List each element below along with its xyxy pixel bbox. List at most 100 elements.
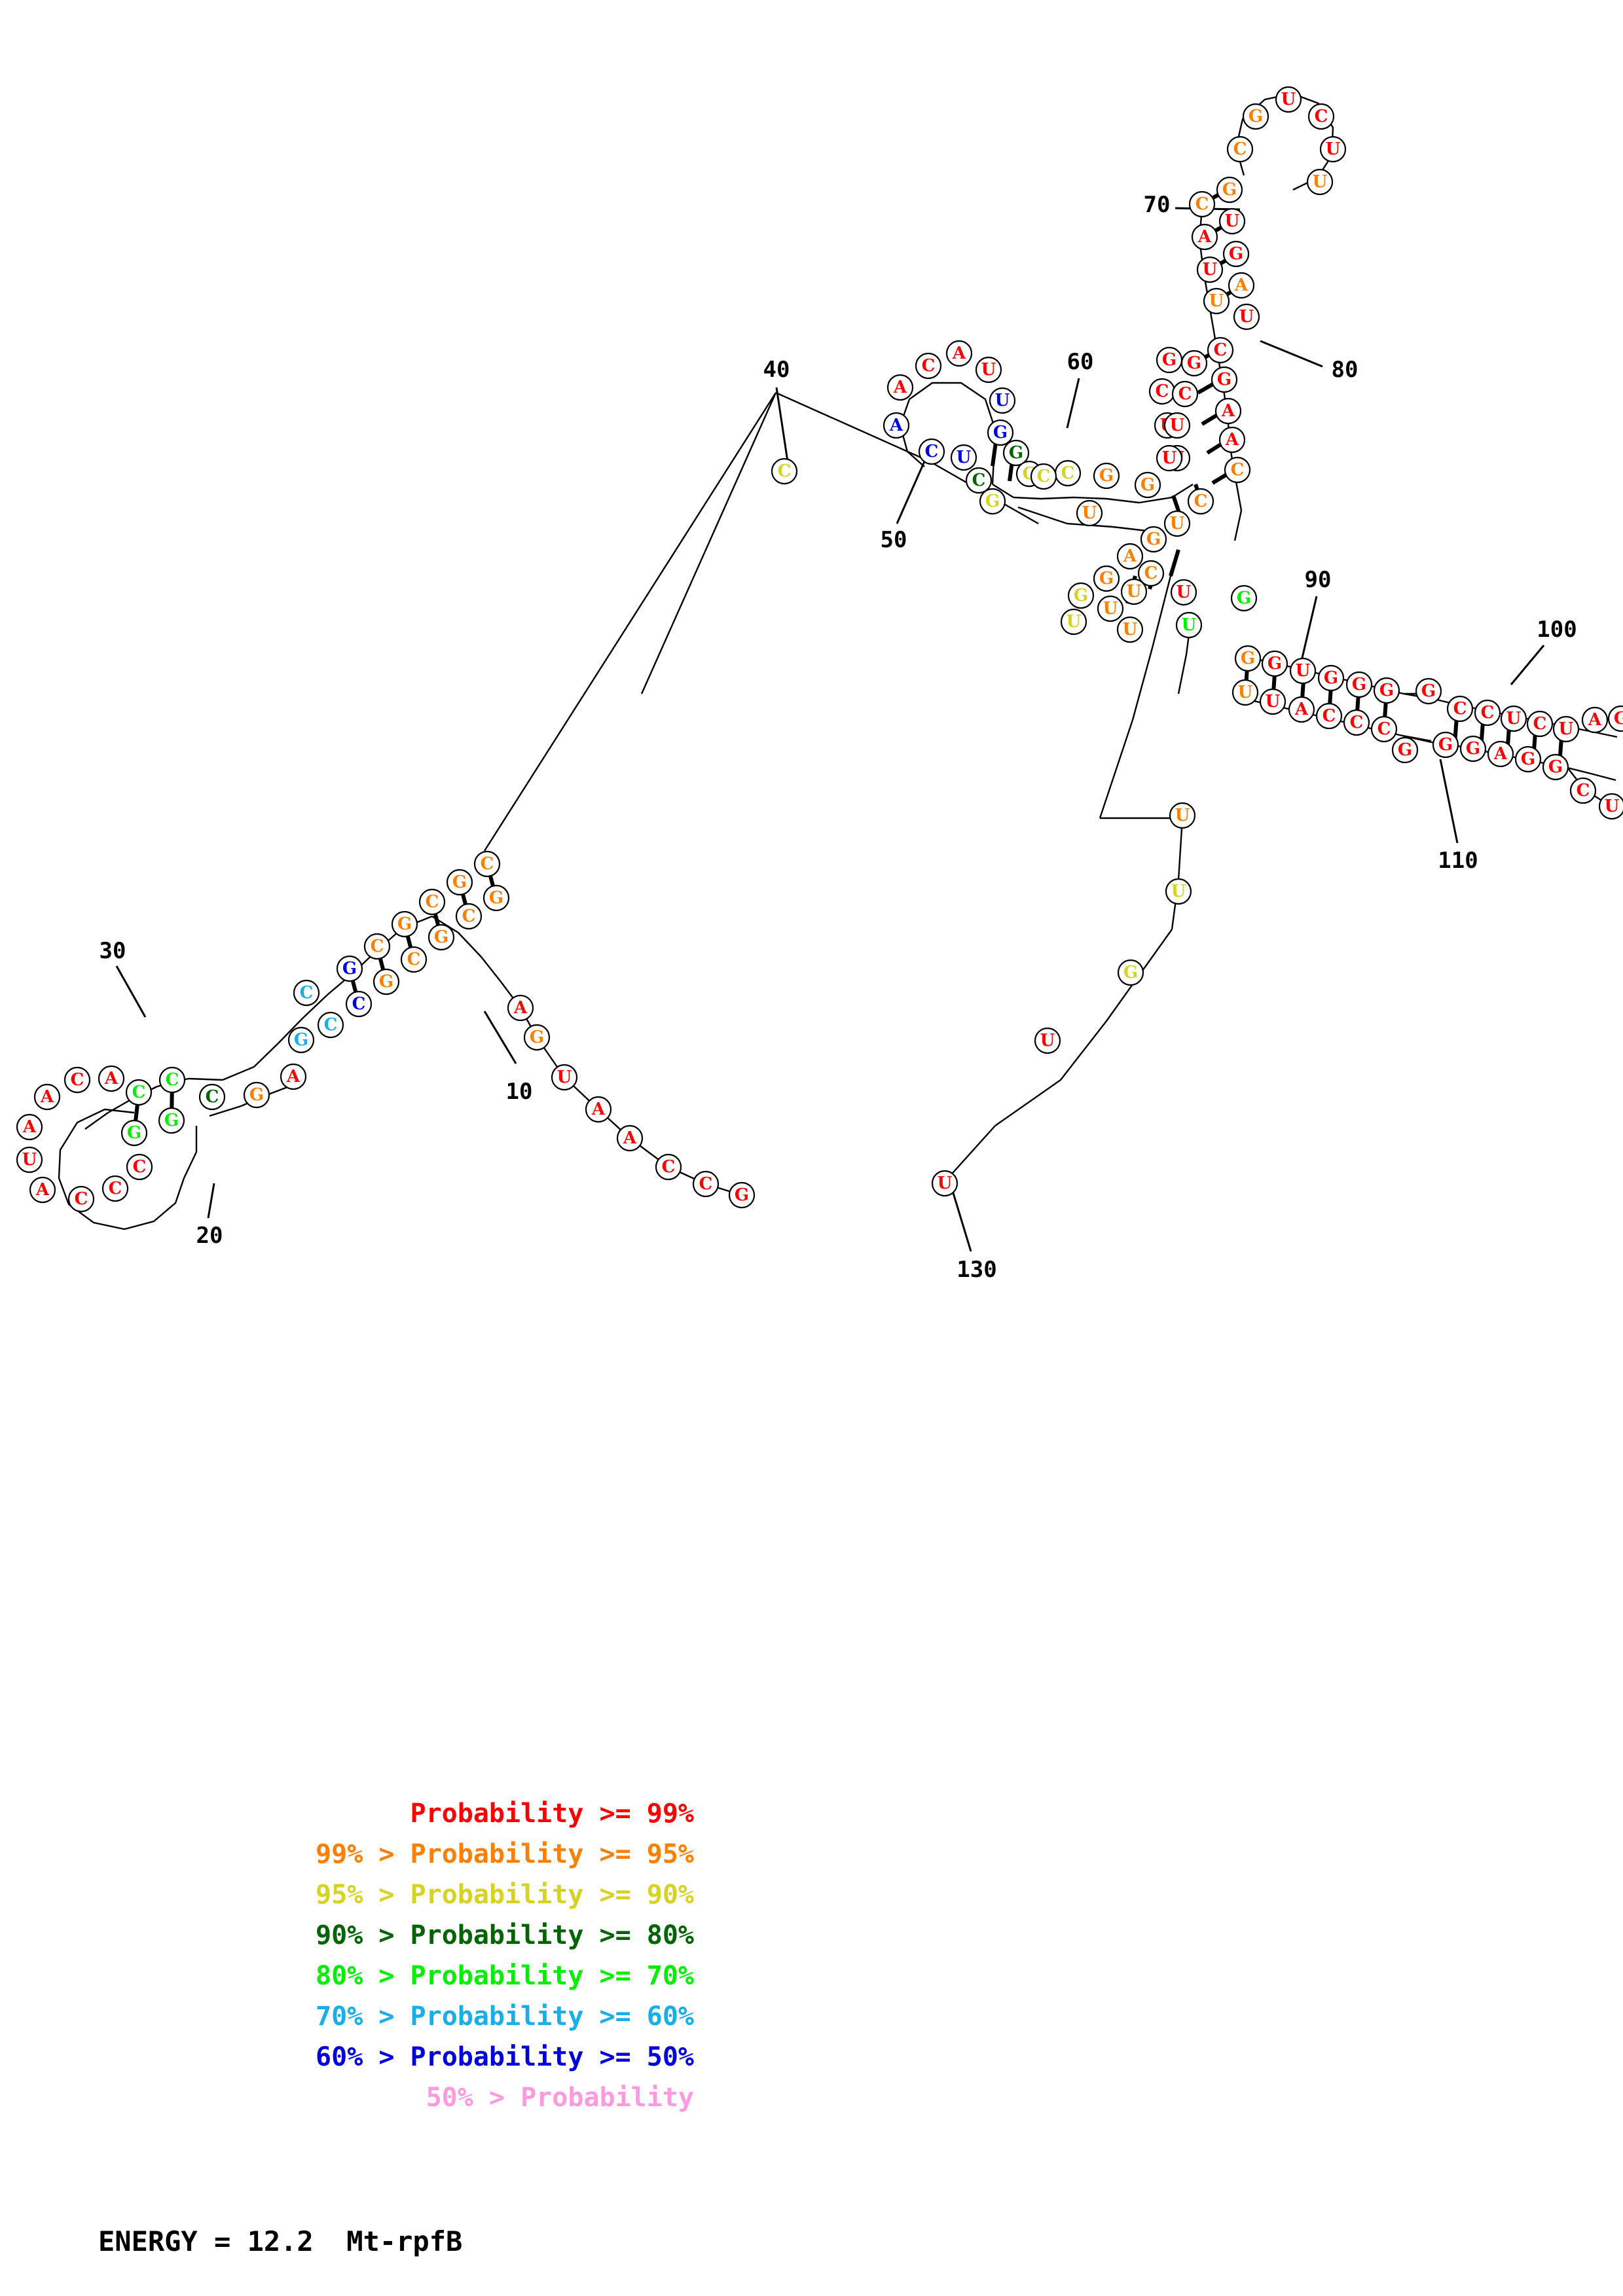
nucleotide[interactable]: A [16, 1113, 43, 1141]
nucleotide[interactable]: C [1188, 190, 1216, 218]
nucleotide[interactable]: A [29, 1176, 56, 1204]
nucleotide[interactable]: C [64, 1066, 91, 1094]
nucleotide[interactable]: A [886, 374, 914, 401]
nucleotide[interactable]: U [1163, 510, 1191, 537]
nucleotide[interactable]: G [1345, 671, 1373, 698]
nucleotide[interactable]: C [1187, 488, 1214, 515]
nucleotide[interactable]: C [363, 933, 391, 960]
nucleotide[interactable]: U [1170, 579, 1197, 606]
nucleotide[interactable]: U [1231, 679, 1259, 706]
nucleotide[interactable]: G [1317, 664, 1345, 692]
nucleotide[interactable]: U [551, 1064, 578, 1091]
nucleotide[interactable]: C [400, 946, 428, 973]
nucleotide[interactable]: G [1140, 526, 1167, 553]
nucleotide[interactable]: U [950, 444, 977, 471]
nucleotide[interactable]: A [1288, 696, 1315, 723]
nucleotide[interactable]: C [1307, 103, 1335, 130]
nucleotide[interactable]: G [1222, 240, 1250, 268]
nucleotide[interactable]: C [1148, 378, 1176, 405]
nucleotide[interactable]: C [1446, 695, 1474, 723]
nucleotide[interactable]: G [1117, 959, 1144, 986]
nucleotide[interactable]: U [1233, 303, 1260, 331]
nucleotide[interactable]: U [1175, 611, 1203, 639]
nucleotide[interactable]: A [1487, 740, 1514, 768]
nucleotide[interactable]: C [915, 352, 942, 380]
nucleotide[interactable]: U [1552, 715, 1580, 743]
nucleotide[interactable]: C [101, 1175, 129, 1202]
nucleotide[interactable]: C [418, 888, 446, 916]
nucleotide[interactable]: G [287, 1026, 315, 1054]
nucleotide[interactable]: A [33, 1083, 61, 1111]
nucleotide[interactable]: C [317, 1011, 344, 1039]
nucleotide[interactable]: U [1156, 444, 1183, 472]
nucleotide[interactable]: G [1607, 705, 1623, 732]
nucleotide[interactable]: C [1343, 709, 1370, 736]
nucleotide[interactable]: A [616, 1124, 644, 1152]
nucleotide[interactable]: G [483, 884, 510, 912]
nucleotide[interactable]: U [1289, 657, 1317, 685]
nucleotide[interactable]: G [1093, 462, 1120, 490]
nucleotide[interactable]: C [692, 1170, 720, 1198]
nucleotide[interactable]: G [428, 924, 455, 951]
nucleotide[interactable]: C [1526, 710, 1554, 738]
nucleotide[interactable]: C [126, 1153, 153, 1181]
nucleotide[interactable]: U [1165, 878, 1192, 905]
nucleotide[interactable]: U [1306, 168, 1334, 196]
nucleotide[interactable]: C [1569, 777, 1597, 804]
nucleotide[interactable]: A [1191, 223, 1218, 251]
nucleotide[interactable]: C [1137, 560, 1165, 587]
nucleotide[interactable]: C [1370, 715, 1398, 743]
nucleotide[interactable]: U [1500, 705, 1527, 732]
nucleotide[interactable]: A [585, 1096, 612, 1123]
nucleotide[interactable]: G [987, 419, 1014, 446]
nucleotide[interactable]: C [1224, 456, 1251, 484]
nucleotide[interactable]: G [120, 1119, 148, 1147]
nucleotide[interactable]: U [1259, 688, 1286, 715]
nucleotide[interactable]: U [1060, 608, 1087, 636]
nucleotide[interactable]: U [1169, 802, 1196, 829]
nucleotide[interactable]: A [98, 1065, 125, 1092]
nucleotide[interactable]: G [1134, 471, 1161, 499]
nucleotide[interactable]: G [979, 488, 1006, 515]
nucleotide[interactable]: U [975, 356, 1002, 384]
nucleotide[interactable]: U [1203, 287, 1230, 315]
nucleotide[interactable]: G [336, 955, 363, 982]
nucleotide[interactable]: G [1093, 565, 1120, 592]
nucleotide[interactable]: U [989, 387, 1016, 414]
nucleotide[interactable]: G [1261, 650, 1288, 677]
nucleotide[interactable]: G [1216, 176, 1243, 204]
nucleotide[interactable]: A [1218, 426, 1246, 454]
nucleotide[interactable]: U [1097, 595, 1124, 622]
nucleotide[interactable]: G [1230, 584, 1258, 612]
nucleotide[interactable]: G [446, 869, 473, 896]
nucleotide[interactable]: G [1211, 366, 1238, 393]
nucleotide[interactable]: C [1474, 699, 1501, 726]
nucleotide[interactable]: A [280, 1063, 307, 1090]
nucleotide[interactable]: A [1116, 543, 1144, 570]
nucleotide[interactable]: C [1226, 135, 1254, 163]
nucleotide[interactable]: A [507, 994, 534, 1022]
nucleotide[interactable]: U [1120, 578, 1148, 605]
nucleotide[interactable]: G [1242, 103, 1269, 130]
nucleotide[interactable]: G [1373, 677, 1400, 704]
nucleotide[interactable]: C [1207, 336, 1234, 364]
nucleotide[interactable]: U [1275, 86, 1302, 113]
nucleotide[interactable]: G [1180, 350, 1208, 377]
nucleotide[interactable]: C [771, 457, 798, 485]
nucleotide[interactable]: U [1076, 499, 1103, 527]
nucleotide[interactable]: G [1002, 439, 1030, 467]
nucleotide[interactable]: C [1054, 459, 1082, 487]
nucleotide[interactable]: A [945, 340, 973, 367]
nucleotide[interactable]: C [655, 1153, 682, 1181]
nucleotide[interactable]: G [391, 910, 418, 938]
nucleotide[interactable]: A [1581, 706, 1609, 734]
nucleotide[interactable]: G [1542, 753, 1569, 781]
nucleotide[interactable]: A [883, 412, 910, 439]
nucleotide[interactable]: C [1171, 380, 1199, 408]
nucleotide[interactable]: G [373, 968, 400, 996]
nucleotide[interactable]: G [1459, 735, 1487, 762]
nucleotide[interactable]: C [965, 467, 993, 494]
nucleotide[interactable]: G [1156, 346, 1183, 374]
nucleotide[interactable]: G [523, 1024, 551, 1051]
nucleotide[interactable]: C [473, 850, 501, 878]
